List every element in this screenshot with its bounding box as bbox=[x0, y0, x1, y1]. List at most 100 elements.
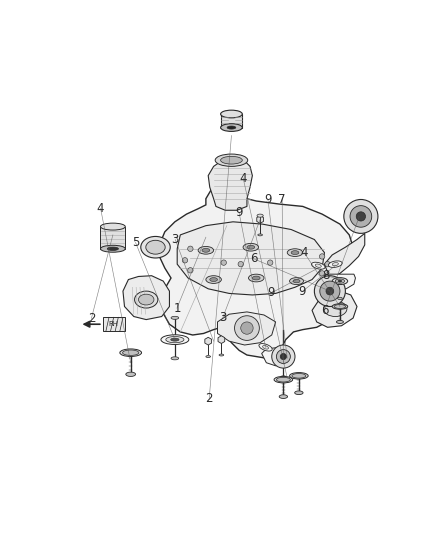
Ellipse shape bbox=[287, 249, 303, 256]
Circle shape bbox=[238, 262, 244, 267]
Ellipse shape bbox=[332, 263, 339, 266]
Ellipse shape bbox=[206, 276, 221, 284]
Circle shape bbox=[241, 322, 253, 334]
Ellipse shape bbox=[328, 261, 342, 268]
Ellipse shape bbox=[221, 110, 242, 118]
Polygon shape bbox=[261, 348, 290, 366]
Text: 6: 6 bbox=[321, 304, 328, 317]
Ellipse shape bbox=[336, 320, 343, 324]
Ellipse shape bbox=[134, 291, 158, 308]
Ellipse shape bbox=[100, 223, 125, 230]
Ellipse shape bbox=[171, 357, 179, 360]
Ellipse shape bbox=[171, 316, 179, 319]
Text: 4: 4 bbox=[97, 202, 104, 215]
Text: 8: 8 bbox=[322, 269, 329, 282]
Ellipse shape bbox=[221, 124, 242, 132]
Text: 4: 4 bbox=[300, 246, 308, 259]
Ellipse shape bbox=[257, 214, 263, 217]
Text: 3: 3 bbox=[172, 233, 179, 246]
Polygon shape bbox=[325, 233, 365, 278]
Text: 1: 1 bbox=[173, 302, 181, 314]
Text: 3: 3 bbox=[219, 311, 226, 324]
Ellipse shape bbox=[202, 248, 210, 252]
Circle shape bbox=[268, 260, 273, 265]
Text: RH: RH bbox=[109, 321, 119, 327]
Text: 6: 6 bbox=[250, 253, 258, 265]
Circle shape bbox=[272, 345, 295, 368]
Ellipse shape bbox=[290, 373, 308, 379]
Polygon shape bbox=[218, 336, 225, 343]
Text: 9: 9 bbox=[298, 285, 306, 298]
Ellipse shape bbox=[198, 246, 214, 254]
Text: 2: 2 bbox=[205, 392, 213, 405]
Polygon shape bbox=[325, 274, 356, 289]
Polygon shape bbox=[177, 222, 325, 295]
Text: 7: 7 bbox=[279, 193, 286, 206]
Ellipse shape bbox=[248, 274, 264, 282]
Ellipse shape bbox=[311, 262, 325, 269]
Ellipse shape bbox=[243, 244, 258, 251]
Ellipse shape bbox=[141, 237, 170, 258]
Ellipse shape bbox=[332, 304, 348, 309]
Ellipse shape bbox=[338, 280, 342, 282]
Ellipse shape bbox=[146, 240, 165, 254]
Ellipse shape bbox=[252, 276, 260, 280]
Ellipse shape bbox=[138, 294, 154, 305]
Ellipse shape bbox=[291, 251, 299, 255]
Circle shape bbox=[314, 276, 346, 306]
Ellipse shape bbox=[126, 372, 136, 376]
Circle shape bbox=[276, 350, 290, 364]
Ellipse shape bbox=[334, 304, 346, 309]
Polygon shape bbox=[159, 174, 353, 358]
Circle shape bbox=[319, 271, 325, 276]
Polygon shape bbox=[312, 291, 357, 327]
Ellipse shape bbox=[123, 350, 139, 356]
Circle shape bbox=[326, 287, 334, 295]
Ellipse shape bbox=[292, 374, 306, 378]
Ellipse shape bbox=[259, 344, 272, 351]
Circle shape bbox=[344, 199, 378, 233]
Ellipse shape bbox=[221, 156, 242, 164]
Ellipse shape bbox=[219, 354, 224, 356]
Ellipse shape bbox=[171, 338, 179, 341]
Ellipse shape bbox=[276, 377, 290, 382]
Polygon shape bbox=[208, 159, 252, 210]
Circle shape bbox=[280, 353, 286, 360]
Polygon shape bbox=[257, 216, 264, 223]
Ellipse shape bbox=[107, 247, 118, 251]
Ellipse shape bbox=[100, 245, 125, 252]
Circle shape bbox=[350, 206, 372, 227]
Circle shape bbox=[325, 262, 330, 267]
Ellipse shape bbox=[295, 391, 303, 394]
Circle shape bbox=[319, 254, 325, 259]
Ellipse shape bbox=[263, 345, 268, 349]
Polygon shape bbox=[123, 276, 170, 320]
Circle shape bbox=[320, 281, 340, 301]
Ellipse shape bbox=[324, 301, 347, 317]
Polygon shape bbox=[218, 312, 276, 345]
Ellipse shape bbox=[279, 395, 288, 399]
Ellipse shape bbox=[206, 356, 211, 358]
Ellipse shape bbox=[332, 278, 348, 285]
Text: 2: 2 bbox=[88, 312, 95, 325]
Ellipse shape bbox=[315, 264, 321, 268]
Circle shape bbox=[221, 260, 226, 265]
Text: 9: 9 bbox=[264, 193, 272, 206]
Ellipse shape bbox=[247, 245, 255, 249]
Circle shape bbox=[187, 268, 193, 273]
Ellipse shape bbox=[161, 335, 189, 344]
Ellipse shape bbox=[290, 278, 304, 285]
Ellipse shape bbox=[227, 126, 236, 129]
Circle shape bbox=[235, 316, 259, 341]
Ellipse shape bbox=[280, 376, 286, 379]
Text: 5: 5 bbox=[132, 236, 139, 249]
Bar bbox=[100, 227, 125, 249]
Bar bbox=[221, 114, 242, 127]
Text: 9: 9 bbox=[235, 206, 243, 219]
Ellipse shape bbox=[293, 279, 300, 283]
Ellipse shape bbox=[166, 336, 184, 343]
Bar bbox=[103, 317, 124, 331]
Text: 4: 4 bbox=[240, 172, 247, 184]
Ellipse shape bbox=[120, 349, 141, 357]
Circle shape bbox=[182, 257, 187, 263]
